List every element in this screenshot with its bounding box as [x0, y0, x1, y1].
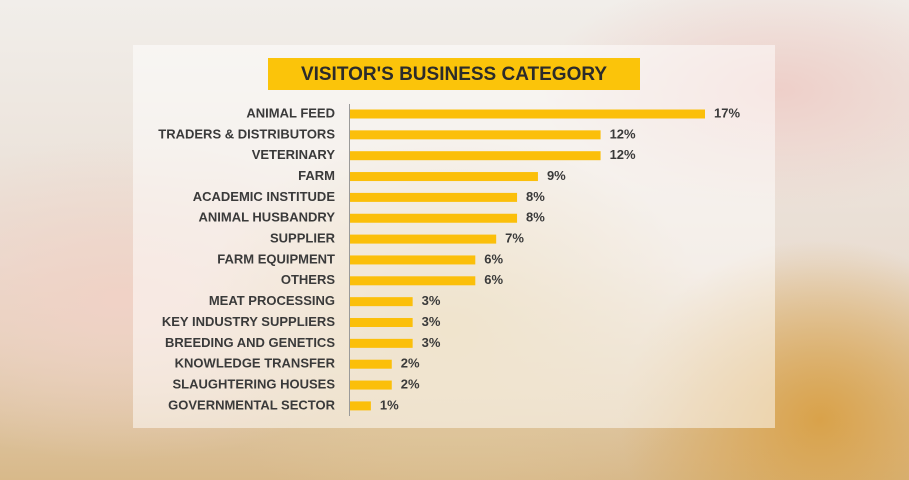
category-label: FARM	[298, 168, 335, 183]
category-label: FARM EQUIPMENT	[217, 251, 335, 266]
title-box	[268, 58, 640, 90]
category-label: SUPPLIER	[270, 231, 336, 246]
value-label: 8%	[526, 189, 545, 204]
value-label: 12%	[610, 126, 636, 141]
bar	[350, 151, 601, 161]
bar	[350, 359, 392, 369]
category-label: VETERINARY	[252, 147, 336, 162]
bar	[350, 172, 538, 182]
category-label: TRADERS & DISTRIBUTORS	[158, 126, 335, 141]
category-label: ANIMAL HUSBANDRY	[199, 210, 336, 225]
value-label: 12%	[610, 147, 636, 162]
category-label: ACADEMIC INSTITUDE	[193, 189, 336, 204]
bar	[350, 276, 476, 286]
bar	[350, 109, 705, 119]
bar	[350, 401, 371, 411]
value-label: 3%	[422, 335, 441, 350]
value-label: 6%	[484, 251, 503, 266]
value-label: 2%	[401, 376, 420, 391]
value-label: 6%	[484, 272, 503, 287]
value-label: 3%	[422, 314, 441, 329]
value-label: 3%	[422, 293, 441, 308]
bar	[350, 130, 601, 140]
bar	[350, 338, 413, 348]
chart-title: VISITOR'S BUSINESS CATEGORY	[301, 64, 607, 85]
bar	[350, 297, 413, 307]
value-label: 2%	[401, 356, 420, 371]
bar	[350, 380, 392, 390]
category-label: SLAUGHTERING HOUSES	[172, 376, 335, 391]
value-label: 9%	[547, 168, 566, 183]
value-label: 8%	[526, 210, 545, 225]
category-label: KEY INDUSTRY SUPPLIERS	[162, 314, 335, 329]
bar	[350, 213, 518, 223]
category-label: KNOWLEDGE TRANSFER	[175, 356, 336, 371]
category-label: MEAT PROCESSING	[209, 293, 335, 308]
bar	[350, 318, 413, 327]
bar	[350, 234, 497, 244]
category-label: GOVERNMENTAL SECTOR	[168, 397, 335, 412]
value-label: 7%	[505, 231, 524, 246]
category-label: BREEDING AND GENETICS	[165, 335, 335, 350]
value-label: 17%	[714, 105, 740, 120]
bar	[350, 192, 518, 202]
category-label: ANIMAL FEED	[246, 105, 335, 120]
category-label: OTHERS	[281, 272, 336, 287]
bar	[350, 255, 476, 265]
value-label: 1%	[380, 397, 399, 412]
